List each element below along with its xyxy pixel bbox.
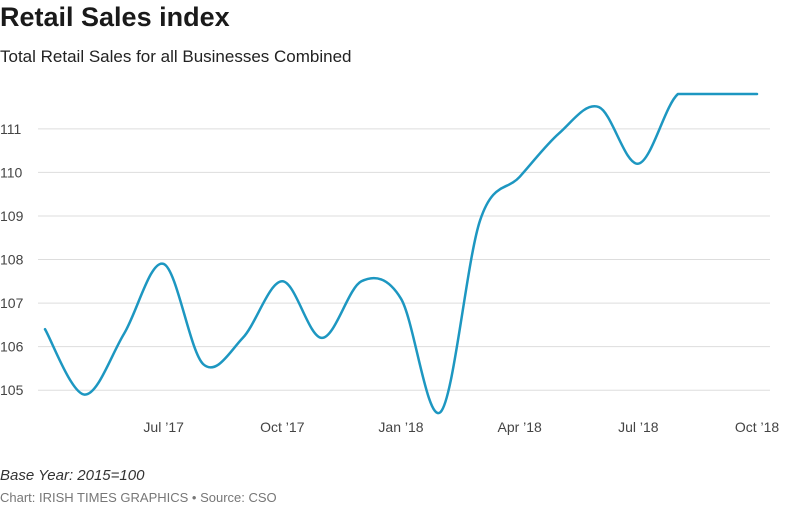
chart-subtitle: Total Retail Sales for all Businesses Co… (0, 47, 352, 66)
x-axis-labels: Jul ’17 Oct ’17 Jan ’18 Apr ’18 Jul ’18 Oct ’… (143, 419, 779, 435)
chart-credit: Chart: IRISH TIMES GRAPHICS • Source: CS… (0, 490, 277, 505)
y-tick-label: 106 (0, 339, 24, 355)
series-line (43, 92, 759, 415)
x-tick-label: Apr ’18 (497, 419, 542, 435)
y-tick-label: 111 (0, 121, 21, 137)
y-tick-label: 107 (0, 295, 24, 311)
y-tick-label: 109 (0, 208, 24, 224)
x-tick-label: Jul ’18 (618, 419, 659, 435)
series-group (43, 92, 759, 415)
x-tick-label: Jan ’18 (378, 419, 423, 435)
gridlines (38, 128, 770, 391)
y-tick-label: 110 (0, 164, 23, 180)
chart-title: Retail Sales index (0, 2, 230, 32)
line-chart: 105 106 107 108 109 110 111 Jul ’17 Oct ’17 Jan … (0, 92, 779, 435)
base-year-note: Base Year: 2015=100 (0, 467, 145, 484)
y-axis-labels: 105 106 107 108 109 110 111 (0, 121, 24, 398)
x-tick-label: Jul ’17 (143, 419, 184, 435)
y-tick-label: 105 (0, 382, 24, 398)
y-tick-label: 108 (0, 252, 24, 268)
x-tick-label: Oct ’17 (260, 419, 305, 435)
x-tick-label: Oct ’18 (735, 419, 780, 435)
